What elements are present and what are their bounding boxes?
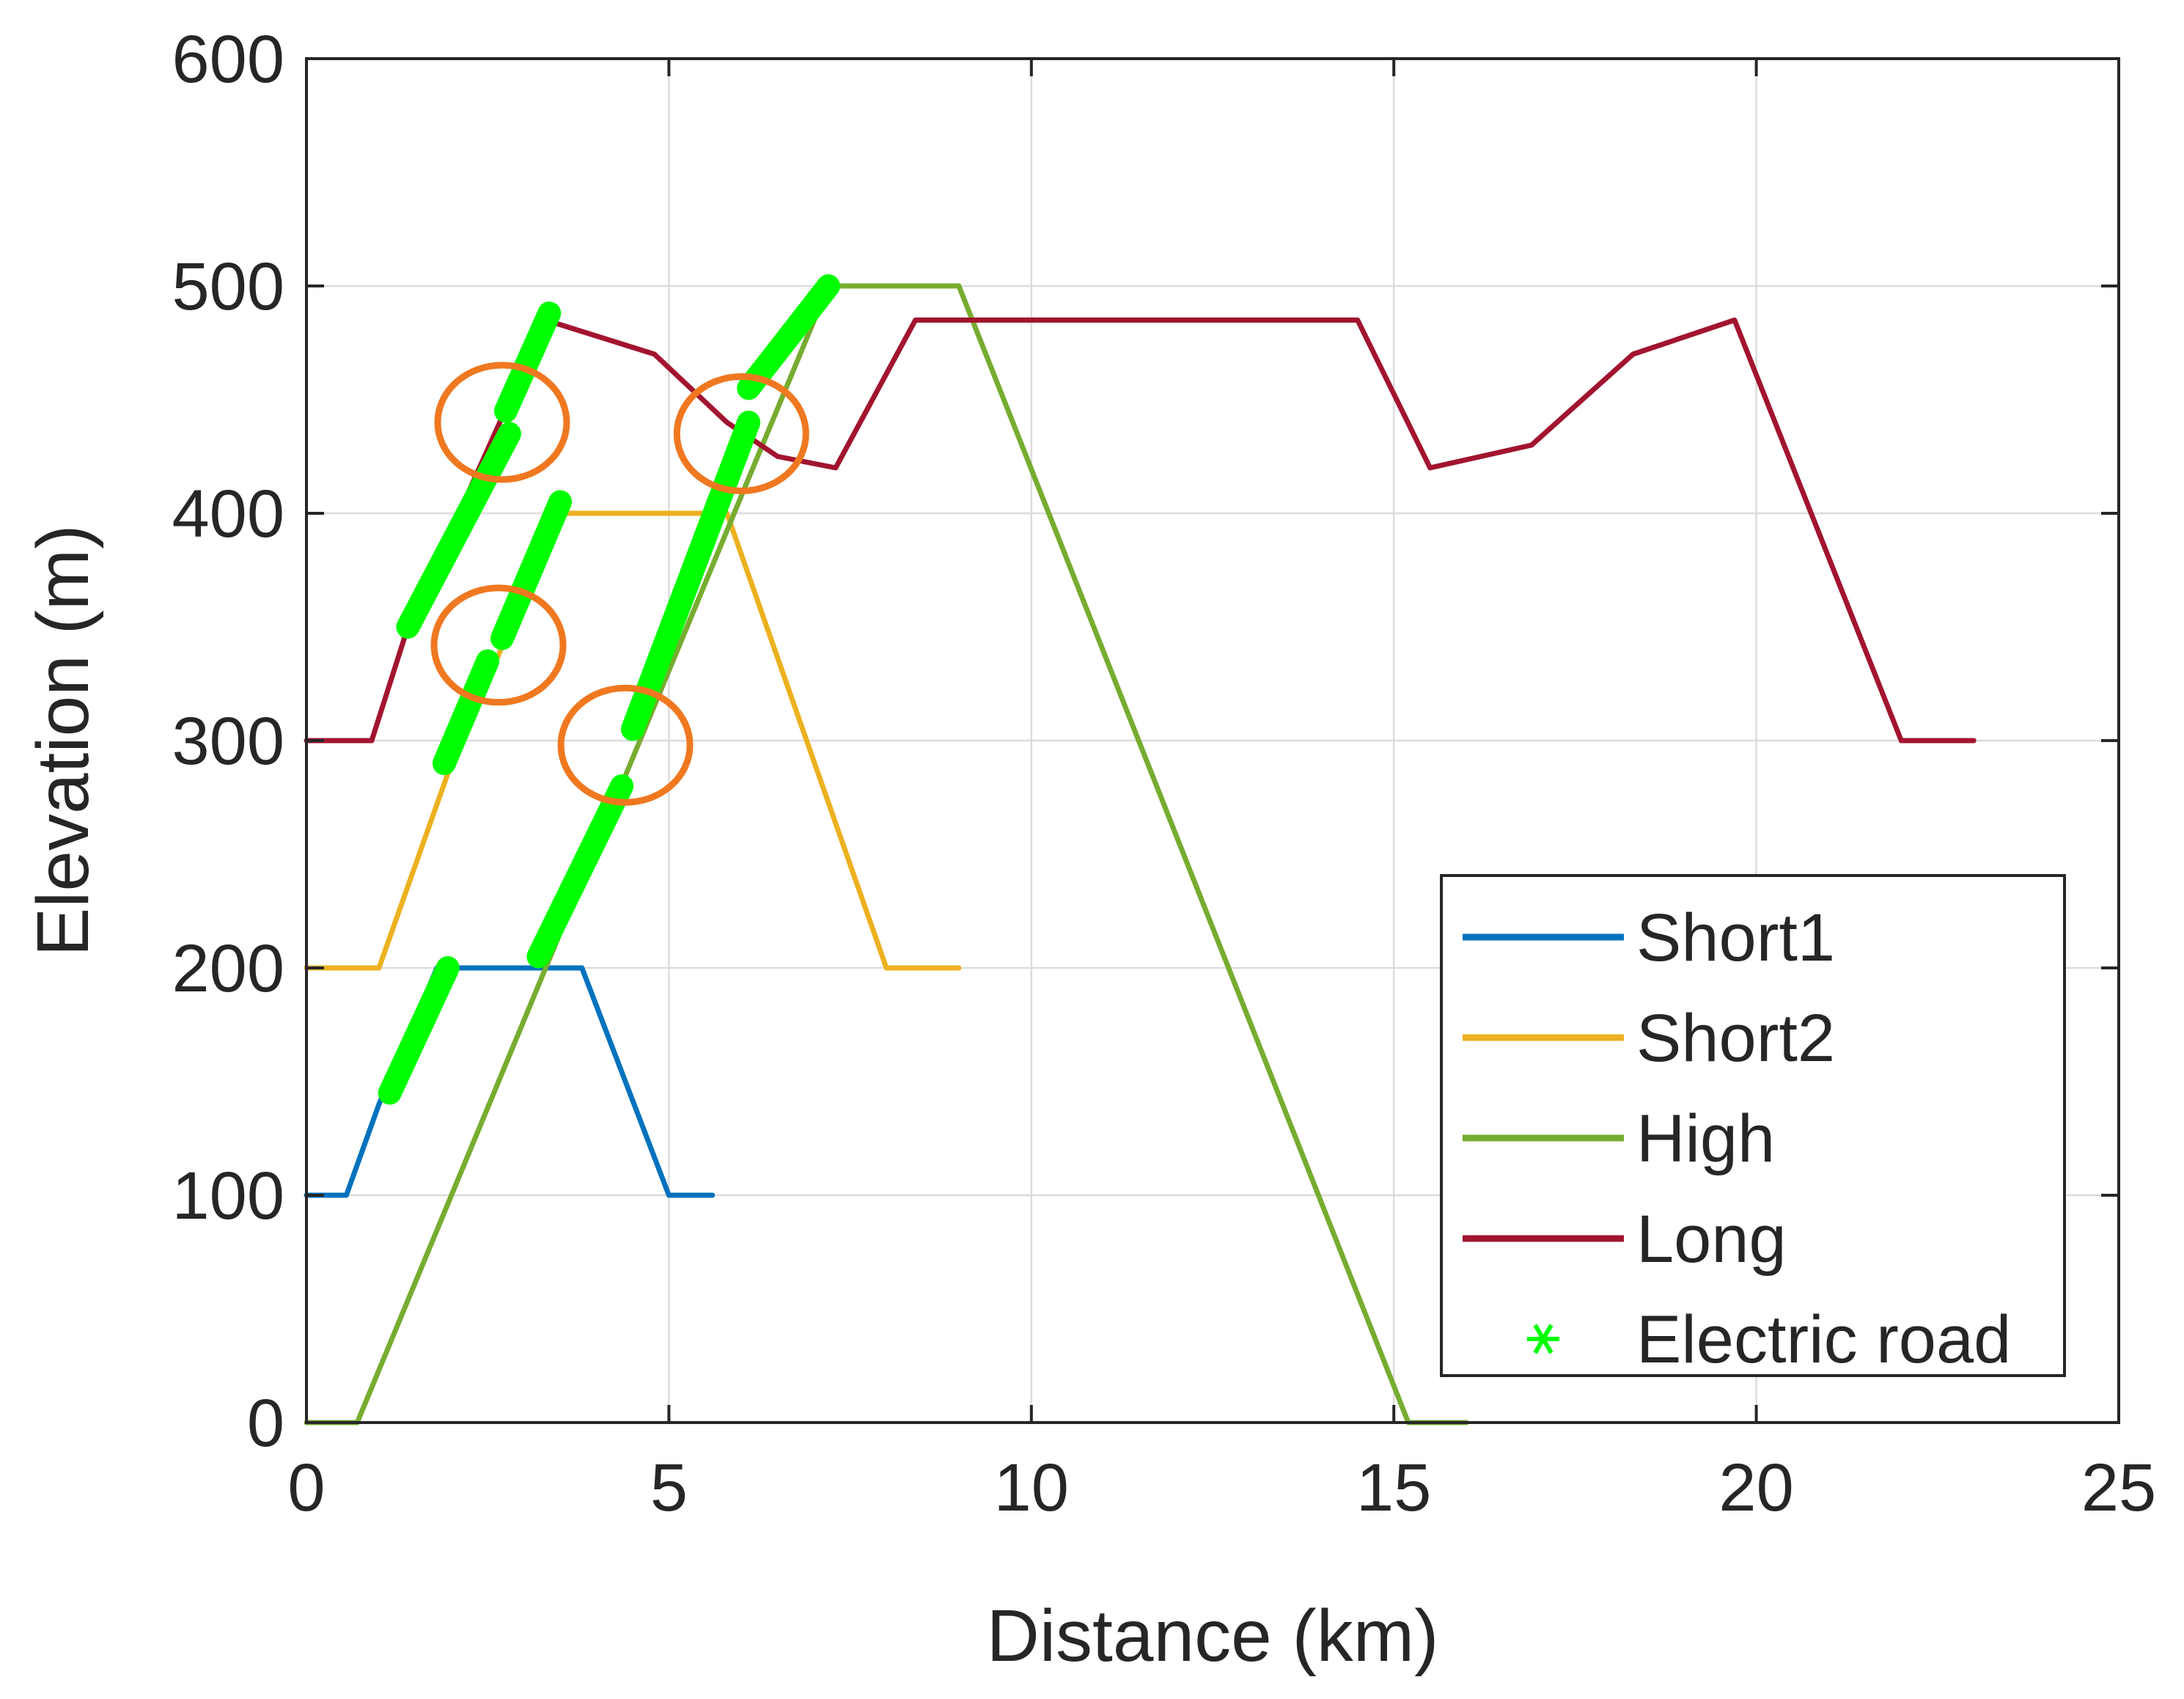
electric-road-segment [526,774,634,969]
y-tick-label: 500 [172,249,285,324]
x-tick-label: 25 [2081,1450,2156,1525]
x-axis-label: Distance (km) [987,1595,1439,1677]
y-tick-label: 300 [172,704,285,779]
y-tick-label: 200 [172,931,285,1006]
legend-label-short1: Short1 [1636,900,1835,975]
electric-road-segment [493,301,562,423]
legend-label-electric-road: Electric road [1636,1302,2011,1377]
highlight-circle [673,373,809,494]
x-tick-label: 0 [287,1450,325,1525]
highlight-circle [557,684,694,806]
series-line-high [304,283,1469,1425]
electric-road-segment [490,490,573,650]
x-tick-label: 15 [1356,1450,1431,1525]
axis-ticks [305,57,2120,1424]
legend-box [1440,874,2066,1377]
y-tick-label: 0 [247,1386,284,1461]
legend-swatch-electric-road [1527,1324,1559,1354]
electric-road-segment [396,422,521,639]
highlight-circle [434,362,570,483]
legend-label-long: Long [1636,1202,1787,1277]
x-tick-label: 5 [650,1450,688,1525]
electric-road-segment [378,956,460,1105]
legend-label-high: High [1636,1101,1775,1176]
highlight-circle [430,584,567,706]
y-tick-label: 400 [172,477,285,551]
x-tick-label: 20 [1718,1450,1793,1525]
tick-labels: 0 5 10 15 20 25 0 100 200 300 400 500 600 [172,22,2157,1525]
y-tick-label: 600 [172,22,285,97]
y-tick-label: 100 [172,1159,285,1233]
series-line-short1 [304,965,716,1198]
legend: Short1 Short2 High Long Electric road [1440,874,2066,1377]
electric-road-segment [737,274,840,400]
legend-label-short2: Short2 [1636,1001,1835,1076]
highlight-layer [430,362,809,806]
y-axis-label: Elevation (m) [22,524,104,956]
x-tick-label: 10 [994,1450,1069,1525]
grid [306,59,2119,1423]
electric-road-layer [378,274,840,1105]
electric-road-segment [432,649,500,775]
electric-road-segment [620,411,761,741]
